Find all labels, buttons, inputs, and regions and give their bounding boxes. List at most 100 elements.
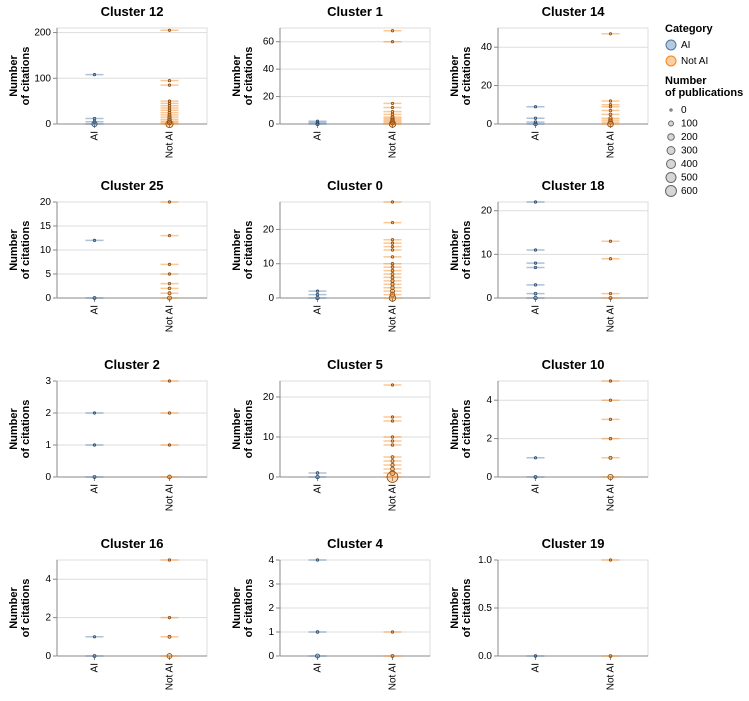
- y-tick-label: 3: [268, 579, 274, 590]
- legend-size-symbol: [665, 185, 677, 197]
- x-tick-label: AI: [313, 663, 324, 672]
- facet-title: Cluster 19: [542, 536, 605, 551]
- legend-label: Not AI: [681, 56, 708, 67]
- y-tick-label: 10: [40, 245, 52, 256]
- point: [390, 278, 395, 283]
- facet-title: Cluster 1: [327, 4, 383, 19]
- x-tick-label: Not AI: [606, 484, 617, 511]
- y-tick-label: 10: [263, 432, 275, 443]
- facet-title: Cluster 25: [101, 178, 164, 193]
- point: [167, 28, 172, 32]
- point: [390, 105, 395, 110]
- point: [390, 262, 395, 266]
- y-tick-label: 20: [481, 206, 493, 217]
- point: [608, 291, 613, 296]
- point: [390, 268, 395, 273]
- y-tick-label: 2: [268, 603, 274, 614]
- x-tick-label: Not AI: [606, 131, 617, 158]
- point: [390, 40, 395, 44]
- x-tick-label: Not AI: [388, 484, 399, 511]
- y-tick-label: 2: [45, 613, 51, 624]
- point: [533, 456, 538, 460]
- x-tick-label: AI: [313, 484, 324, 493]
- point: [92, 73, 97, 77]
- x-tick-label: Not AI: [165, 484, 176, 511]
- legend-size-symbol: [665, 158, 677, 170]
- x-tick-label: AI: [531, 663, 542, 672]
- legend-title: Number: [665, 75, 707, 87]
- y-axis-title: of citations: [243, 579, 255, 638]
- plot-frame: [56, 27, 208, 125]
- y-axis-title: Number: [8, 229, 20, 271]
- x-tick-label: Not AI: [388, 305, 399, 332]
- point: [167, 272, 172, 276]
- y-axis-title: Number: [449, 587, 461, 629]
- y-tick-label: 3: [45, 376, 51, 387]
- legend-size-symbol: [667, 133, 675, 141]
- point: [533, 105, 538, 109]
- y-tick-label: 100: [34, 73, 51, 84]
- point: [92, 411, 97, 415]
- y-tick-label: 10: [263, 259, 275, 270]
- y-tick-label: 4: [268, 555, 274, 566]
- point: [608, 99, 613, 103]
- point: [533, 261, 538, 265]
- y-tick-label: 5: [45, 269, 51, 280]
- point: [608, 257, 613, 261]
- point: [390, 443, 395, 447]
- x-tick-label: Not AI: [165, 663, 176, 690]
- y-axis-title: of citations: [20, 47, 32, 106]
- y-tick-label: 0: [268, 651, 274, 662]
- y-axis-title: of citations: [20, 579, 32, 638]
- point: [390, 435, 395, 439]
- legend-size-label: 400: [681, 159, 698, 170]
- point: [390, 200, 395, 204]
- point: [92, 635, 97, 639]
- point: [92, 475, 97, 479]
- point: [167, 286, 172, 291]
- point: [92, 296, 97, 300]
- y-tick-label: 0: [45, 651, 51, 662]
- point: [608, 32, 613, 36]
- y-tick-label: 20: [481, 81, 493, 92]
- point: [390, 244, 395, 249]
- legend-title: Category: [665, 23, 714, 35]
- point: [386, 471, 399, 483]
- y-axis-title: Number: [231, 229, 243, 271]
- point: [167, 411, 172, 415]
- y-tick-label: 2: [45, 408, 51, 419]
- point: [315, 474, 320, 480]
- point: [167, 234, 172, 238]
- plot-frame: [56, 559, 208, 657]
- x-tick-label: AI: [313, 305, 324, 314]
- legend-size-label: 0: [681, 105, 687, 116]
- point: [315, 653, 320, 659]
- point: [608, 108, 613, 113]
- facet-title: Cluster 18: [542, 178, 605, 193]
- point: [533, 116, 538, 120]
- point: [315, 630, 320, 634]
- point: [167, 634, 172, 639]
- legend-size-symbol: [665, 171, 677, 184]
- point: [390, 419, 395, 423]
- point: [533, 120, 538, 124]
- point: [315, 292, 320, 297]
- point: [390, 654, 395, 658]
- x-tick-label: Not AI: [165, 305, 176, 332]
- plot-frame: [279, 201, 431, 299]
- y-tick-label: 4: [45, 574, 51, 585]
- legend-size-symbol: [666, 146, 676, 155]
- y-axis-title: Number: [8, 55, 20, 97]
- point: [390, 221, 395, 225]
- point: [92, 116, 97, 121]
- point: [390, 29, 395, 33]
- point: [533, 295, 538, 301]
- point: [608, 296, 613, 300]
- y-tick-label: 0.0: [478, 651, 492, 662]
- y-axis-title: Number: [449, 408, 461, 450]
- point: [608, 558, 613, 562]
- plot-frame: [497, 201, 649, 299]
- facet-title: Cluster 0: [327, 178, 383, 193]
- legend-size-symbol: [669, 108, 673, 112]
- y-axis-title: of citations: [461, 47, 473, 106]
